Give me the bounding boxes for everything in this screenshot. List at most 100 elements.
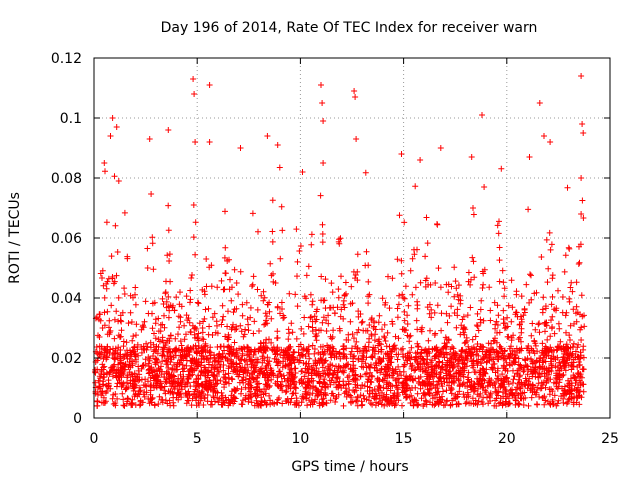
data-point <box>480 281 487 288</box>
data-point <box>213 373 220 379</box>
data-point <box>319 364 326 371</box>
data-point <box>264 354 271 361</box>
data-point <box>132 291 138 298</box>
data-point <box>513 288 520 295</box>
data-point <box>165 364 172 371</box>
data-point <box>577 311 583 318</box>
data-point <box>185 315 192 322</box>
data-point <box>228 297 235 304</box>
data-point <box>439 383 446 390</box>
data-point <box>340 402 347 409</box>
data-point <box>333 353 340 360</box>
data-point <box>320 160 327 166</box>
data-point <box>159 321 166 328</box>
data-point <box>448 386 455 393</box>
data-point <box>515 380 521 387</box>
data-point <box>404 312 411 319</box>
data-point <box>313 308 320 315</box>
data-point <box>249 210 256 217</box>
data-point <box>127 377 134 384</box>
data-point <box>221 347 228 354</box>
data-point <box>112 402 119 409</box>
data-point <box>211 383 218 390</box>
data-point <box>427 281 434 288</box>
data-point <box>189 395 196 402</box>
data-point <box>448 303 455 310</box>
data-point <box>176 346 182 353</box>
data-point <box>412 183 419 190</box>
data-point <box>312 358 319 365</box>
data-point <box>498 165 505 172</box>
data-point <box>554 400 561 407</box>
data-point <box>581 312 587 319</box>
data-point <box>113 308 120 315</box>
data-point <box>241 331 248 338</box>
data-point <box>232 367 238 373</box>
data-point <box>223 379 229 386</box>
data-point <box>162 342 169 348</box>
y-tick-label: 0.06 <box>51 231 82 247</box>
data-point <box>470 258 477 265</box>
data-point <box>360 350 367 356</box>
data-point <box>474 341 481 347</box>
data-point <box>335 391 342 398</box>
data-point <box>503 388 510 395</box>
data-point <box>277 255 284 262</box>
data-point <box>474 323 481 330</box>
data-point <box>477 371 484 378</box>
data-point <box>500 307 507 314</box>
data-point <box>481 266 488 273</box>
data-point <box>123 339 130 346</box>
data-point <box>328 280 335 287</box>
data-point <box>411 367 418 374</box>
data-point <box>488 364 495 371</box>
data-point <box>498 377 505 384</box>
data-point <box>152 355 159 362</box>
data-point <box>524 363 531 370</box>
data-point <box>231 306 238 313</box>
data-point <box>151 401 158 408</box>
data-point <box>449 364 456 371</box>
data-point <box>186 391 193 398</box>
data-point <box>112 222 119 229</box>
data-point <box>140 391 147 398</box>
data-point <box>328 335 335 342</box>
data-point <box>197 397 204 404</box>
data-point <box>341 304 348 311</box>
data-point <box>117 355 123 362</box>
data-point <box>462 339 469 346</box>
data-point <box>580 354 587 361</box>
data-point <box>155 344 162 351</box>
data-point <box>329 289 336 296</box>
data-point <box>262 399 269 406</box>
data-point <box>528 347 535 354</box>
data-point <box>181 352 188 358</box>
data-point <box>372 348 378 355</box>
data-point <box>505 302 512 309</box>
data-point <box>579 197 586 204</box>
data-point <box>199 388 206 394</box>
data-point <box>121 285 128 292</box>
data-point <box>379 326 385 333</box>
data-point <box>210 377 217 384</box>
data-point <box>348 394 355 401</box>
data-point <box>476 378 483 385</box>
data-point <box>407 376 414 383</box>
data-point <box>426 310 433 317</box>
data-point <box>171 362 177 368</box>
data-point <box>355 326 362 333</box>
data-point <box>487 390 494 397</box>
data-point <box>319 401 326 408</box>
data-point <box>309 298 316 305</box>
data-point <box>149 234 156 241</box>
data-point <box>170 372 177 379</box>
data-point <box>363 248 370 255</box>
data-point <box>486 375 493 382</box>
data-point <box>368 379 375 386</box>
data-point <box>422 253 429 260</box>
data-point <box>509 380 516 386</box>
data-point <box>415 361 422 368</box>
data-point <box>162 390 169 397</box>
data-point <box>494 367 501 374</box>
